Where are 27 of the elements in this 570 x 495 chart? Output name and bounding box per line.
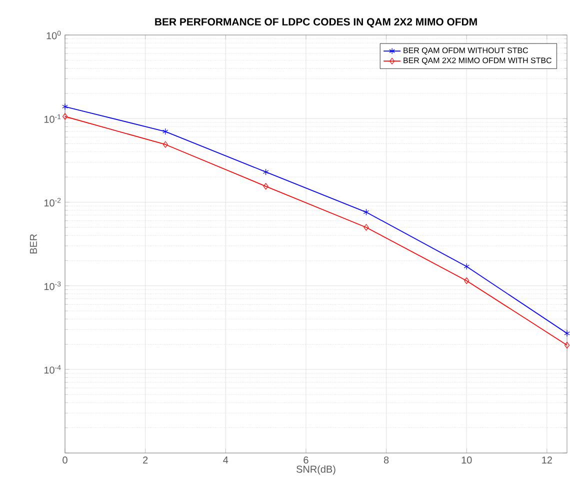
x-tick-label: 8 <box>384 456 389 464</box>
x-tick-label: 4 <box>223 456 228 464</box>
point <box>364 224 369 231</box>
point <box>564 342 570 348</box>
x-tick-label: 6 <box>304 456 308 464</box>
y-axis-title: BER <box>30 234 37 254</box>
x-tick-label: 2 <box>143 456 148 464</box>
y-tick-label: 10$^{-4}$ <box>44 365 61 374</box>
chart-title: BER PERFORMANCE OF LDPC CODES IN QAM 2X2 MIMO OFDM <box>155 18 477 28</box>
point <box>464 263 470 270</box>
x-axis-title: SNR(dB) <box>296 465 336 475</box>
y-tick-label: 10$^{0}$ <box>46 30 61 40</box>
y-tick-label: 10$^{-3}$ <box>44 282 61 290</box>
point <box>363 208 370 216</box>
point <box>162 141 168 148</box>
point <box>564 330 570 337</box>
y-tick-label: 10$^{-2}$ <box>44 198 61 206</box>
x-tick-label: 12 <box>542 456 552 464</box>
point <box>263 182 268 190</box>
point <box>262 168 269 176</box>
y-tick-label: 10$^{-1}$ <box>44 114 61 123</box>
point <box>162 128 168 135</box>
point <box>62 113 68 120</box>
point <box>62 103 68 110</box>
point <box>464 277 470 284</box>
x-tick-label: 10 <box>462 456 472 464</box>
x-tick-label: 0 <box>62 456 68 464</box>
